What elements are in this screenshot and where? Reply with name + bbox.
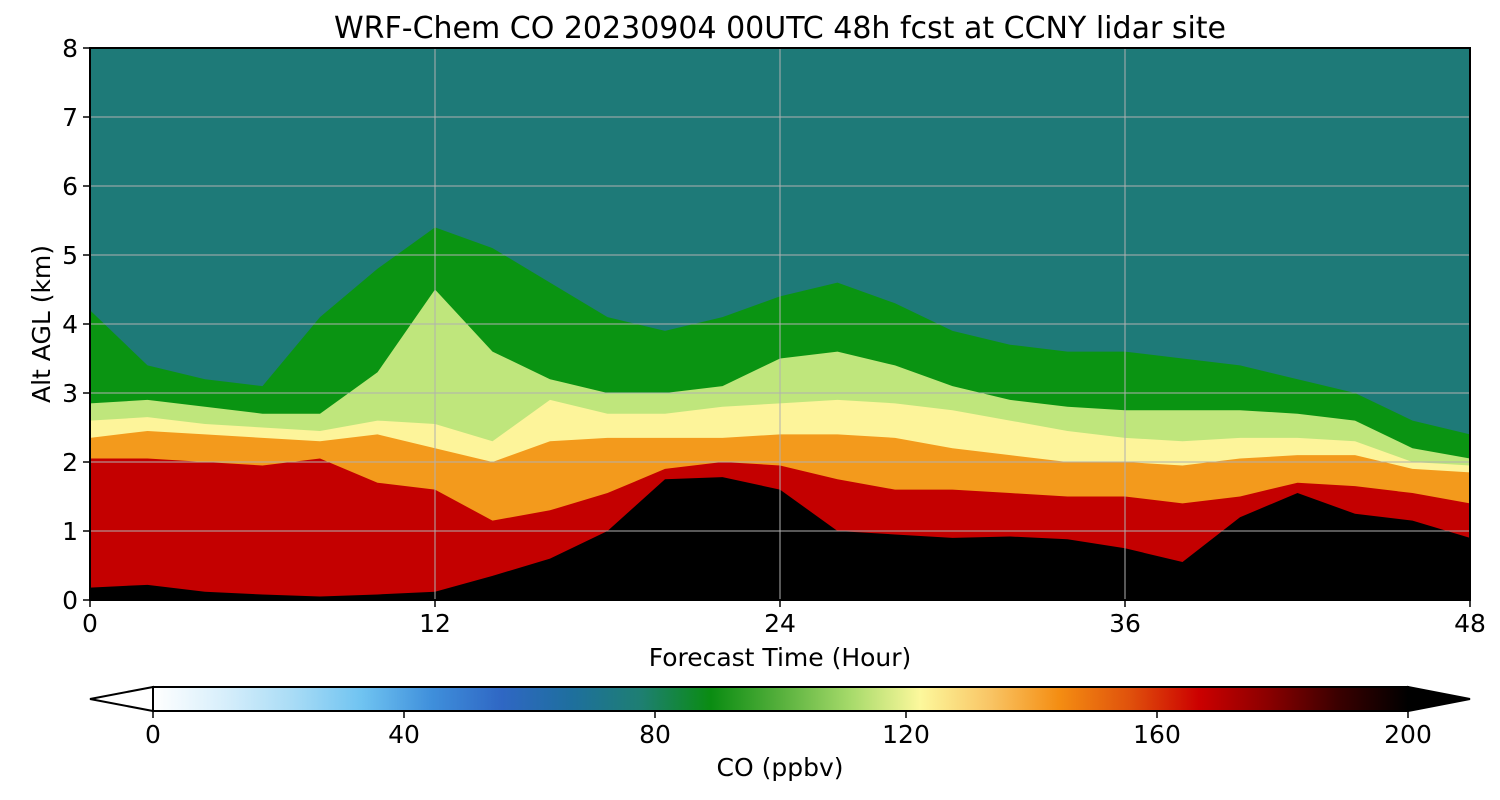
y-tick-label: 8 [62, 34, 78, 63]
y-tick-label: 0 [62, 586, 78, 615]
y-axis-ticks: 0 1 2 3 4 5 6 7 8 [62, 34, 90, 615]
x-tick-label: 36 [1109, 609, 1141, 638]
colorbar-extend-low [89, 685, 154, 713]
x-axis-ticks: 0 12 24 36 48 [82, 600, 1486, 638]
colorbar-tick-label: 80 [639, 720, 671, 749]
x-tick-label: 24 [764, 609, 796, 638]
plot-area [90, 48, 1470, 600]
chart-title: WRF-Chem CO 20230904 00UTC 48h fcst at C… [334, 11, 1226, 46]
y-tick-label: 2 [62, 448, 78, 477]
colorbar-label: CO (ppbv) [717, 753, 844, 782]
y-tick-label: 7 [62, 103, 78, 132]
y-tick-label: 3 [62, 379, 78, 408]
y-tick-label: 4 [62, 310, 78, 339]
colorbar-extend-high [1407, 685, 1471, 713]
colorbar-ticks: 0 40 80 120 160 200 [145, 711, 1432, 749]
x-tick-label: 48 [1454, 609, 1486, 638]
x-axis-label: Forecast Time (Hour) [649, 643, 912, 672]
colorbar-tick-label: 160 [1133, 720, 1181, 749]
y-axis-label: Alt AGL (km) [27, 245, 56, 403]
colorbar-tick-label: 40 [388, 720, 420, 749]
colorbar-tick-label: 120 [882, 720, 930, 749]
y-tick-label: 1 [62, 517, 78, 546]
colorbar: 0 40 80 120 160 200 CO (ppbv) [89, 685, 1471, 782]
gridlines [90, 48, 1470, 600]
colorbar-tick-label: 0 [145, 720, 161, 749]
colorbar-tick-label: 200 [1384, 720, 1432, 749]
colorbar-body [152, 686, 1409, 712]
y-tick-label: 6 [62, 172, 78, 201]
x-tick-label: 0 [82, 609, 98, 638]
x-tick-label: 12 [419, 609, 451, 638]
y-tick-label: 5 [62, 241, 78, 270]
